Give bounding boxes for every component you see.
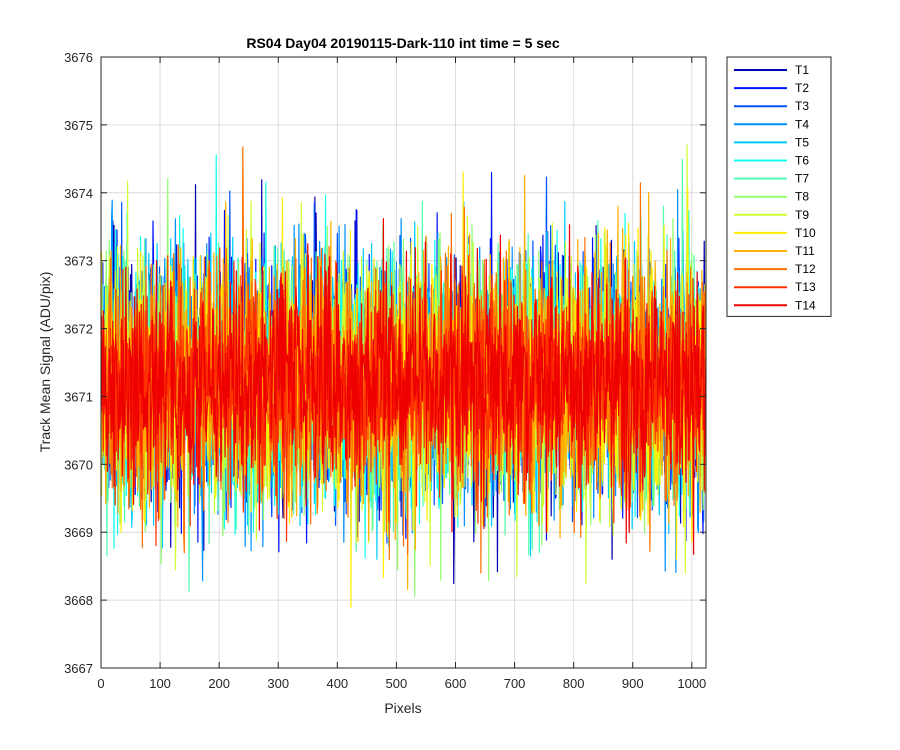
legend-label: T13 xyxy=(795,280,816,294)
y-tick-label: 3669 xyxy=(64,525,93,540)
legend-label: T7 xyxy=(795,172,809,186)
legend-box xyxy=(726,56,832,317)
axis-ticks: 0 100 200 300 400 500 600 700 800 900 1000 3667 3668… xyxy=(64,50,706,691)
legend-label: T3 xyxy=(795,99,809,113)
x-tick-label: 600 xyxy=(445,676,467,691)
y-tick-label: 3675 xyxy=(64,118,93,133)
y-tick-label: 3667 xyxy=(64,661,93,676)
y-tick-label: 3671 xyxy=(64,389,93,404)
legend-label: T8 xyxy=(795,190,809,204)
series-line-t14 xyxy=(101,218,706,555)
y-tick-label: 3672 xyxy=(64,322,93,337)
plot-frame xyxy=(100,56,707,669)
legend-label: T4 xyxy=(795,117,809,131)
legend-label: T9 xyxy=(795,208,809,222)
y-tick-label: 3676 xyxy=(64,50,93,65)
legend-label: T12 xyxy=(795,262,816,276)
legend-label: T1 xyxy=(795,63,809,77)
y-tick-label: 3668 xyxy=(64,593,93,608)
legend: T1 T2 T3 T4 T5 T6 T7 T8 T9 T10 T11 T12 T13 T14 xyxy=(726,56,832,317)
x-tick-label: 800 xyxy=(563,676,585,691)
legend-label: T14 xyxy=(795,298,816,312)
legend-label: T2 xyxy=(795,81,809,95)
legend-label: T10 xyxy=(795,226,816,240)
x-axis-label: Pixels xyxy=(384,700,421,716)
legend-label: T6 xyxy=(795,154,809,168)
x-tick-label: 700 xyxy=(504,676,526,691)
y-tick-label: 3670 xyxy=(64,457,93,472)
x-tick-label: 400 xyxy=(326,676,348,691)
x-tick-label: 1000 xyxy=(677,676,706,691)
y-tick-label: 3673 xyxy=(64,254,93,269)
x-tick-label: 500 xyxy=(386,676,408,691)
x-tick-label: 300 xyxy=(267,676,289,691)
y-axis-label: Track Mean Signal (ADU/pix) xyxy=(37,272,53,453)
series-group xyxy=(101,144,706,608)
x-tick-label: 0 xyxy=(97,676,104,691)
legend-label: T11 xyxy=(795,244,815,258)
y-tick-label: 3674 xyxy=(64,186,93,201)
x-tick-label: 200 xyxy=(208,676,230,691)
legend-label: T5 xyxy=(795,135,809,149)
x-tick-label: 900 xyxy=(622,676,644,691)
x-tick-label: 100 xyxy=(149,676,171,691)
chart-title: RS04 Day04 20190115-Dark-110 int time = … xyxy=(246,35,559,51)
